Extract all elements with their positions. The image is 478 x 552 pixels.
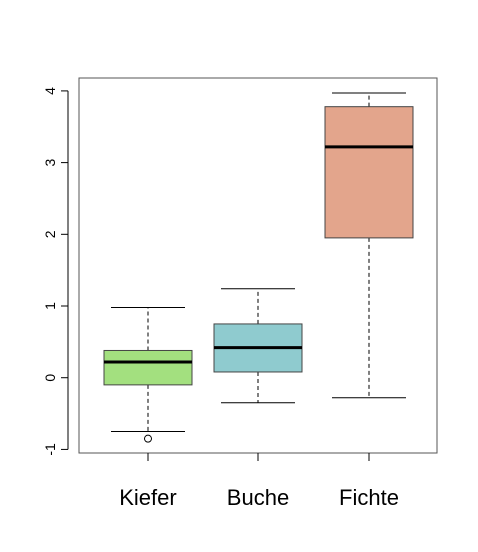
y-tick-label: 1 — [42, 302, 58, 310]
box-buche — [213, 288, 303, 404]
outlier-point-kiefer — [144, 434, 152, 443]
boxes-group — [103, 92, 414, 443]
y-tick-label: 4 — [42, 87, 58, 95]
y-tick-label: 2 — [42, 230, 58, 238]
iqr-box-fichte — [324, 106, 414, 239]
y-tick-label: 3 — [42, 159, 58, 167]
y-axis: -1 0 1 2 3 4 — [42, 87, 69, 456]
box-kiefer — [103, 306, 193, 443]
y-tick-label: 0 — [42, 374, 58, 382]
x-category-label: Buche — [227, 485, 289, 510]
x-category-label: Fichte — [339, 485, 399, 510]
iqr-box-kiefer — [103, 349, 193, 386]
x-axis: Kiefer Buche Fichte — [119, 453, 399, 510]
y-tick-label: -1 — [42, 443, 58, 456]
x-category-label: Kiefer — [119, 485, 176, 510]
box-fichte — [324, 92, 414, 399]
